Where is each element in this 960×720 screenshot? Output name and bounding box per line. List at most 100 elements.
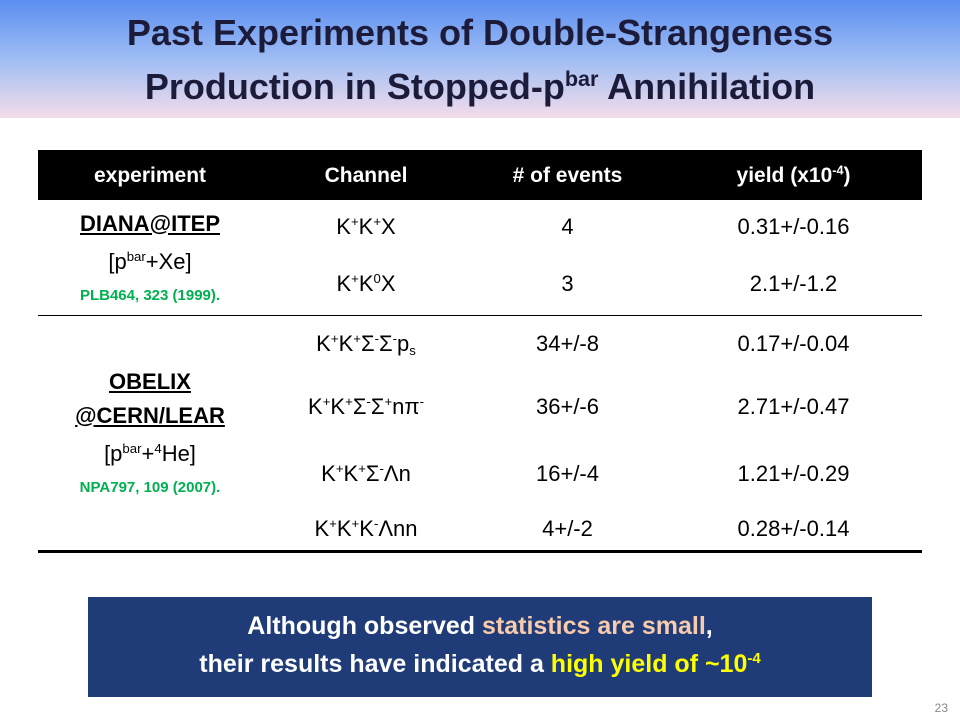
title-line: Past Experiments of Double-Strangeness (0, 12, 960, 54)
text-run: Although observed (247, 612, 483, 640)
summary-line: Although observed statistics are small, (88, 612, 872, 641)
text-run: - (392, 331, 397, 347)
text-run: Σ (370, 393, 385, 419)
text-run: + (384, 393, 393, 409)
text-run: bar (564, 66, 599, 92)
column-header: Channel (262, 164, 470, 190)
text-run: experiment (93, 164, 207, 187)
yield: 2.1+/-1.2 (749, 271, 838, 296)
text-run: NPA797, 109 (2007). (79, 478, 221, 496)
summary-line: their results have indicated a high yiel… (88, 650, 872, 679)
text-run: + (351, 516, 360, 532)
text-run: - (373, 516, 379, 532)
events: 34+/-8 (536, 331, 599, 356)
yield: 2.71+/-0.47 (737, 393, 850, 419)
yield: 0.28+/-0.14 (737, 516, 850, 541)
text-run: # of events (512, 164, 623, 187)
text-run: - (419, 393, 424, 409)
text-run: nπ (392, 393, 420, 419)
text-run: Σ (365, 461, 380, 486)
yield: 0.17+/-0.04 (737, 331, 850, 356)
text-run: K (343, 461, 359, 486)
channel: K+K+K-Λnn (262, 516, 470, 544)
text-run: + (330, 331, 339, 347)
channel: K+K+Σ-Σ-ps (262, 331, 470, 359)
text-run: + (353, 331, 361, 347)
text-run: 0 (373, 271, 381, 287)
text-run: + (350, 213, 359, 229)
text-run: + (351, 271, 359, 287)
text-run: , (705, 612, 713, 640)
text-run: @CERN/LEAR (75, 402, 225, 428)
text-run: He] (161, 440, 196, 466)
text-run: - (366, 393, 371, 409)
text-run: + (335, 461, 344, 477)
text-run: K (308, 393, 323, 419)
column-header: experiment (38, 164, 262, 190)
text-run: -4 (832, 163, 844, 178)
text-run: K (330, 393, 346, 419)
events: 4+/-2 (542, 516, 593, 541)
text-run: Annihilation (598, 66, 816, 107)
header-row (38, 150, 922, 200)
text-run: Past Experiments of Double-Strangeness (126, 12, 834, 53)
channel: K+K+Σ-Σ+nπ- (262, 394, 470, 422)
text-run: K (316, 331, 331, 356)
text-run: - (379, 461, 384, 477)
text-run: [p (108, 248, 127, 274)
text-run: +Xe] (145, 248, 192, 274)
text-run: + (322, 393, 331, 409)
text-run: Λn (383, 461, 411, 486)
text-run: [p (104, 440, 123, 466)
events: 16+/-4 (536, 461, 599, 486)
yield: 1.21+/-0.29 (737, 461, 850, 486)
header-band (0, 0, 960, 118)
text-run: OBELIX (109, 368, 191, 394)
text-run: Λnn (378, 516, 418, 541)
text-run: K (336, 271, 352, 296)
text-run: Σ (352, 393, 367, 419)
channel: K+K0X (262, 271, 470, 299)
text-run: K (358, 213, 374, 239)
title-line: Production in Stopped-pbar Annihilation (0, 66, 960, 108)
reference: PLB464, 323 (1999). (38, 287, 262, 321)
text-run: DIANA@ITEP (79, 210, 220, 236)
text-run: - (374, 331, 379, 347)
reference: NPA797, 109 (2007). (38, 479, 262, 513)
text-run: K (359, 516, 374, 541)
text-run: their results have indicated a (199, 650, 551, 678)
text-run: ) (843, 164, 851, 187)
text-run: PLB464, 323 (1999). (79, 286, 221, 304)
row-divider (38, 315, 922, 316)
text-run: Σ (360, 331, 375, 356)
text-run: X (381, 213, 396, 239)
summary-box (88, 597, 872, 697)
experiment-name: OBELIX (38, 369, 262, 403)
text-run: K (358, 271, 374, 296)
experiment-name: @CERN/LEAR (38, 403, 262, 437)
text-run: s (409, 342, 416, 358)
text-run: + (141, 440, 155, 466)
text-run: + (345, 393, 353, 409)
channel: K+K+X (262, 214, 470, 242)
experiment-name: DIANA@ITEP (38, 211, 262, 245)
text-run: + (358, 461, 366, 477)
yield: 0.31+/-0.16 (737, 213, 850, 239)
text-run: p (396, 331, 410, 356)
target: [pbar+4He] (38, 441, 262, 475)
target: [pbar+Xe] (38, 249, 262, 283)
events: 36+/-6 (536, 393, 599, 419)
text-run: high yield of ~10 (550, 650, 748, 678)
text-run: bar (122, 440, 142, 456)
text-run: -4 (747, 650, 761, 667)
row-divider (38, 550, 922, 553)
text-run: + (329, 516, 337, 532)
text-run: bar (126, 248, 146, 264)
text-run: + (373, 213, 382, 229)
events: 4 (561, 213, 574, 239)
page-number: 23 (934, 701, 948, 715)
text-run: yield (x10 (736, 164, 833, 187)
text-run: K (321, 461, 336, 486)
channel: K+K+Σ-Λn (262, 461, 470, 489)
